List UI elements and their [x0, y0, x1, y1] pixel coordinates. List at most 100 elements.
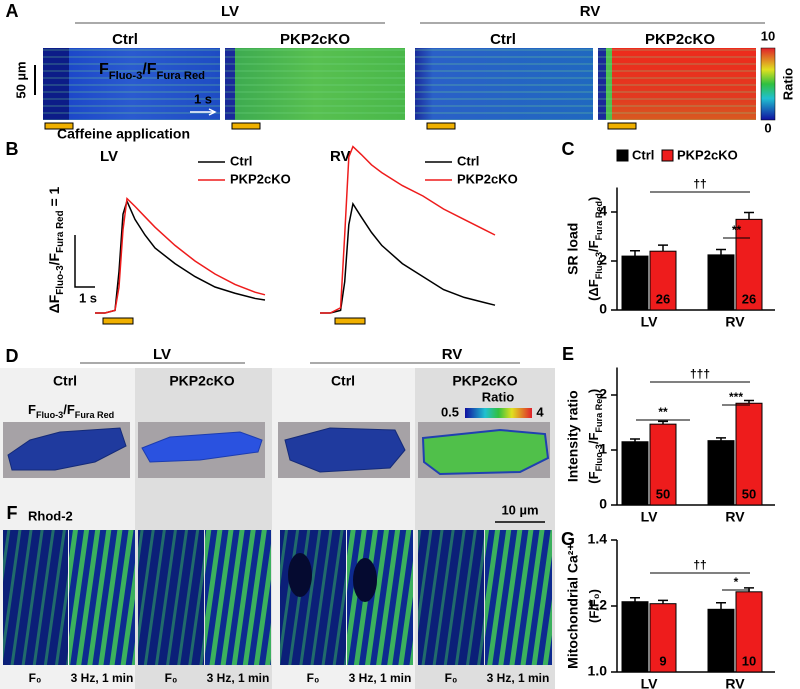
bar: [707, 254, 735, 311]
condition-label: 3 Hz, 1 min: [487, 671, 550, 685]
chart-title: RV: [330, 148, 351, 165]
y-tick-label: 1.2: [588, 597, 608, 613]
colorbar-tick: 10: [761, 28, 775, 43]
n-label: 26: [656, 291, 670, 306]
text-part: (F: [586, 471, 601, 483]
n-label: 50: [742, 486, 756, 501]
text-part: Fura Red: [594, 393, 604, 432]
trace: [320, 201, 496, 314]
n-label: 9: [659, 653, 666, 668]
error-bar: [716, 601, 726, 610]
text-part: Fluo-3: [109, 70, 143, 82]
legend-label: PKP2cKO: [230, 171, 291, 186]
n-label: 9: [717, 653, 724, 668]
cell: [284, 427, 406, 473]
rhod2-image: [347, 530, 413, 665]
n-label: 23: [714, 291, 728, 306]
line-scan-bands: [43, 48, 756, 120]
legend-label: PKP2cKO: [457, 171, 518, 186]
condition-label: F₀: [307, 671, 320, 685]
stimulus-bar: [607, 122, 637, 130]
legend-swatch: [616, 149, 629, 162]
ratio-label: FFluo-3/FFura Red: [28, 402, 114, 420]
panel-letter: A: [6, 1, 19, 21]
panel-letter: D: [6, 346, 19, 366]
time-arrow-head: [208, 108, 217, 116]
n-label: 50: [656, 486, 670, 501]
panel-letter: F: [7, 503, 18, 523]
stimulus-bar: [334, 317, 366, 325]
y-tick-label: 0: [599, 301, 607, 317]
stimulus-bars: [44, 122, 637, 325]
y-tick-label: 1.0: [588, 663, 608, 679]
group-label: LV: [153, 346, 171, 363]
colorbar-tick: 0.5: [441, 404, 459, 419]
rhod2-image: [69, 530, 135, 665]
group-label: RV: [442, 346, 463, 363]
text-part: F: [99, 61, 109, 78]
bar: [649, 250, 677, 311]
colorbar-label: Ratio: [482, 389, 515, 404]
significance-label: ††: [693, 177, 706, 191]
x-tick-label: RV: [725, 314, 745, 330]
bar: [621, 255, 649, 311]
legend-label: Ctrl: [632, 147, 654, 162]
y-tick-label: 2: [599, 386, 607, 402]
rhod2-image: [138, 530, 204, 665]
column-label: Ctrl: [490, 31, 516, 48]
scale-label: 50 µm: [13, 61, 28, 98]
text-part: /F: [586, 240, 601, 252]
text-part: Fura Red: [55, 210, 66, 252]
text-part: Fluo-3: [594, 252, 604, 279]
y-tick-label: 2: [599, 252, 607, 268]
group-label: LV: [221, 3, 239, 20]
column-label: Ctrl: [112, 31, 138, 48]
scale-bar: [74, 235, 95, 288]
bar: [735, 218, 763, 311]
rhod2-image: [485, 530, 552, 665]
column-label: PKP2cKO: [452, 373, 517, 389]
trace: [95, 199, 266, 314]
time-label: 1 s: [194, 91, 212, 106]
colorbar: [760, 47, 776, 121]
nucleus: [353, 558, 377, 602]
axis-label: (ΔFFluo-3/FFura Red): [586, 197, 604, 301]
cell: [7, 427, 127, 471]
bar: [707, 608, 735, 673]
text-part: Fluo-3: [594, 444, 604, 471]
x-tick-label: LV: [641, 676, 659, 689]
n-label: 10: [742, 653, 756, 668]
condition-label: 3 Hz, 1 min: [207, 671, 270, 685]
panel-letter: B: [6, 139, 19, 159]
axis-label: (FFluo-3/FFura Red): [586, 389, 604, 484]
colorbar-tick: 0: [764, 120, 771, 135]
rhod2-image: [3, 530, 68, 665]
stimulus-bar: [44, 122, 74, 130]
axis-label: SR load: [565, 223, 581, 275]
error-bar: [716, 437, 726, 441]
bar: [707, 440, 735, 506]
x-tick-label: RV: [725, 509, 745, 525]
significance-label: **: [658, 405, 668, 419]
significance-label: ††: [693, 558, 706, 572]
error-bar: [630, 597, 640, 602]
y-tick-label: 1.4: [588, 531, 608, 547]
y-tick-label: 1: [599, 441, 607, 457]
n-label: 26: [742, 291, 756, 306]
x-tick-label: RV: [725, 676, 745, 689]
legend-label: Ctrl: [230, 153, 252, 168]
legend-label: Ctrl: [457, 153, 479, 168]
significance-label: **: [732, 223, 742, 237]
column-label: Ctrl: [331, 373, 355, 389]
text-part: (ΔF: [586, 279, 601, 301]
bar: [621, 601, 649, 673]
significance-label: *: [734, 575, 739, 589]
column-label: PKP2cKO: [169, 373, 234, 389]
condition-label: 3 Hz, 1 min: [349, 671, 412, 685]
group-label: RV: [580, 3, 601, 20]
colorbar-label: Ratio: [780, 68, 795, 101]
stimulus-bar: [426, 122, 456, 130]
error-bar: [658, 244, 668, 252]
n-label: 50: [628, 486, 642, 501]
